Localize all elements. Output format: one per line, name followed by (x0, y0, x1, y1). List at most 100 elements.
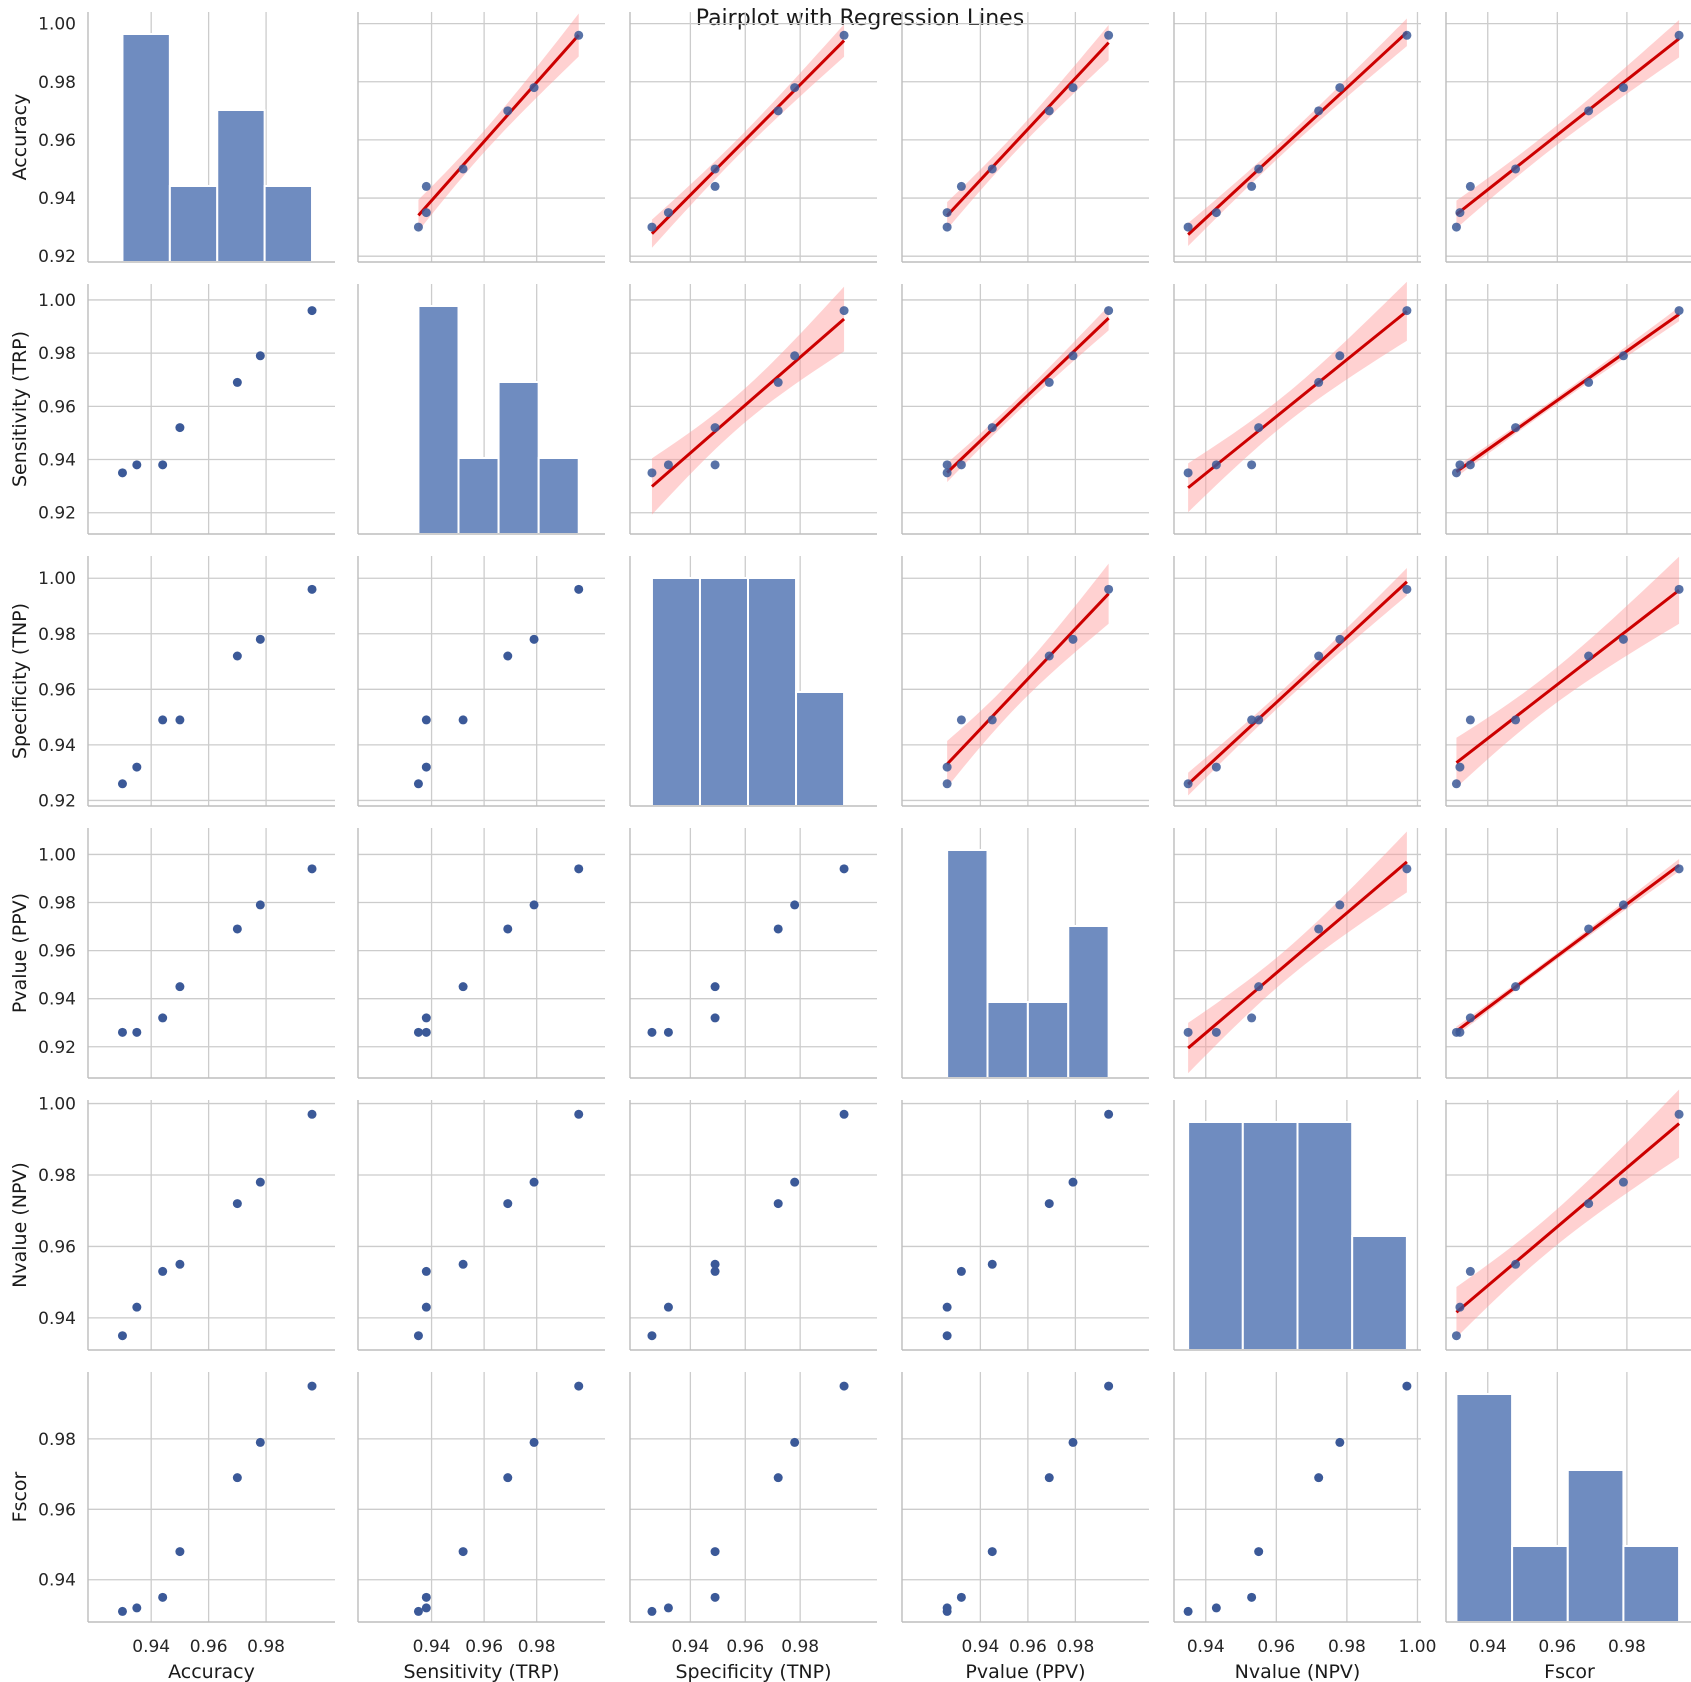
hist-bar-sensitivity-trp-0 (417, 305, 460, 535)
panel-accuracy-vs-sensitivity-trp-point-0 (413, 222, 423, 232)
panel-nvalue-npv-vs-fscor-confidence-band (1456, 1089, 1680, 1338)
x-tick-nvalue-npv-0: 0.94 (1187, 1637, 1225, 1657)
panel-specificity-tnp-vs-accuracy-point-0 (117, 779, 127, 789)
panel-specificity-tnp-vs-pvalue-ppv-point-3 (987, 715, 997, 725)
y-tick-accuracy-0: 0.92 (38, 247, 76, 267)
y-tick-fscor-0: 0.94 (38, 1571, 76, 1591)
panel-nvalue-npv-vs-fscor-regression-line (1455, 1122, 1681, 1314)
hist-bar-accuracy-1 (168, 185, 219, 263)
panel-sensitivity-trp-vs-fscor-point-2 (1465, 460, 1475, 470)
panel-fscor-vs-nvalue-npv-point-0 (1183, 1606, 1193, 1616)
panel-pvalue-ppv-vs-sensitivity-trp-point-2 (421, 1013, 431, 1023)
panel-fscor-vs-specificity-tnp-point-0 (647, 1606, 657, 1616)
panel-nvalue-npv-vs-pvalue-ppv-point-0 (942, 1331, 952, 1341)
panel-specificity-tnp-vs-nvalue-npv-point-5 (1335, 634, 1345, 644)
x-axis-label-fscor: Fscor (1544, 1661, 1595, 1682)
panel-pvalue-ppv-vs-accuracy-point-6 (307, 864, 317, 874)
panel-sensitivity-trp-vs-fscor-regression-line (1455, 313, 1680, 473)
panel-pvalue-ppv-vs-specificity-tnp-point-2 (710, 1013, 720, 1023)
panel-accuracy-vs-fscor-point-1 (1455, 208, 1465, 218)
panel-nvalue-npv-vs-fscor-point-6 (1674, 1109, 1684, 1119)
panel-sensitivity-trp-vs-accuracy-point-0 (117, 468, 127, 478)
panel-accuracy-vs-pvalue-ppv-point-0 (942, 222, 952, 232)
panel-sensitivity-trp-vs-fscor-point-1 (1455, 460, 1465, 470)
panel-sensitivity-trp-vs-pvalue-ppv-point-4 (1044, 377, 1054, 387)
panel-pvalue-ppv-vs-nvalue-npv-point-6 (1402, 864, 1412, 874)
x-axis-label-specificity-tnp: Specificity (TNP) (675, 1661, 831, 1682)
hist-bar-pvalue-ppv-2 (1026, 1001, 1070, 1079)
y-tick-accuracy-3: 0.98 (38, 73, 76, 93)
hist-bar-pvalue-ppv-0 (946, 849, 989, 1079)
panel-fscor-vs-pvalue-ppv-point-6 (1104, 1381, 1114, 1391)
panel-fscor-vs-nvalue-npv-point-1 (1211, 1603, 1221, 1613)
panel-specificity-tnp-vs-nvalue-npv-point-3 (1254, 715, 1264, 725)
panel-sensitivity-trp-vs-specificity-tnp-point-1 (663, 460, 673, 470)
x-tick-accuracy-0: 0.94 (132, 1637, 170, 1657)
panel-pvalue-ppv-vs-fscor-point-5 (1618, 900, 1628, 910)
panel-nvalue-npv-vs-accuracy-point-1 (132, 1302, 142, 1312)
panel-sensitivity-trp-vs-accuracy-point-4 (232, 377, 242, 387)
panel-fscor-vs-pvalue-ppv-point-5 (1068, 1437, 1078, 1447)
panel-specificity-tnp-vs-fscor-point-5 (1618, 634, 1628, 644)
panel-nvalue-npv-vs-specificity-tnp-point-0 (647, 1331, 657, 1341)
panel-pvalue-ppv-vs-nvalue-npv-point-0 (1183, 1027, 1193, 1037)
panel-specificity-tnp-vs-fscor-point-2 (1465, 715, 1475, 725)
panel-nvalue-npv-vs-specificity-tnp-point-5 (790, 1177, 800, 1187)
panel-accuracy-vs-specificity-tnp-point-4 (773, 106, 783, 116)
panel-fscor-vs-sensitivity-trp-point-5 (529, 1437, 539, 1447)
hist-bar-sensitivity-trp-3 (537, 457, 580, 535)
panel-specificity-tnp-vs-sensitivity-trp-point-1 (421, 762, 431, 772)
panel-fscor-vs-sensitivity-trp-point-3 (458, 1547, 468, 1557)
panel-fscor-vs-sensitivity-trp-point-2 (421, 1592, 431, 1602)
y-tick-sensitivity-trp-1: 0.94 (38, 451, 76, 471)
panel-sensitivity-trp-vs-pvalue-ppv-point-6 (1104, 306, 1114, 316)
panel-sensitivity-trp-vs-fscor-point-4 (1584, 377, 1594, 387)
hist-bar-fscor-2 (1566, 1469, 1625, 1623)
hist-bar-accuracy-0 (121, 33, 171, 263)
panel-accuracy-vs-specificity-tnp-point-3 (710, 164, 720, 174)
panel-sensitivity-trp-vs-specificity-tnp-point-3 (710, 423, 720, 433)
panel-pvalue-ppv-vs-specificity-tnp-point-6 (839, 864, 849, 874)
panel-sensitivity-trp-vs-specificity-tnp-confidence-band (651, 286, 845, 515)
panel-sensitivity-trp-vs-pvalue-ppv-regression-line (946, 317, 1110, 474)
panel-nvalue-npv-vs-accuracy-point-5 (255, 1177, 265, 1187)
panel-sensitivity-trp-vs-fscor-point-5 (1618, 351, 1628, 361)
y-tick-pvalue-ppv-3: 0.98 (38, 894, 76, 914)
panel-specificity-tnp-vs-sensitivity-trp-point-5 (529, 634, 539, 644)
panel-pvalue-ppv-vs-fscor-point-1 (1455, 1027, 1465, 1037)
panel-accuracy-vs-pvalue-ppv-point-6 (1104, 30, 1114, 40)
x-tick-pvalue-ppv-0: 0.94 (961, 1637, 999, 1657)
y-tick-nvalue-npv-1: 0.96 (38, 1237, 76, 1257)
x-axis-label-sensitivity-trp: Sensitivity (TRP) (403, 1661, 559, 1682)
panel-accuracy-vs-pvalue-ppv-point-2 (956, 181, 966, 191)
x-tick-accuracy-2: 0.98 (247, 1637, 285, 1657)
panel-accuracy-vs-pvalue-ppv-point-4 (1044, 106, 1054, 116)
y-tick-pvalue-ppv-4: 1.00 (38, 845, 76, 865)
x-tick-nvalue-npv-3: 1.00 (1399, 1637, 1437, 1657)
panel-fscor-vs-nvalue-npv-point-2 (1247, 1592, 1257, 1602)
x-tick-pvalue-ppv-2: 0.98 (1056, 1637, 1094, 1657)
panel-sensitivity-trp-vs-nvalue-npv-point-2 (1247, 460, 1257, 470)
panel-nvalue-npv-vs-sensitivity-trp-point-3 (458, 1259, 468, 1269)
panel-nvalue-npv-vs-fscor-point-0 (1451, 1331, 1461, 1341)
panel-nvalue-npv-vs-pvalue-ppv-point-5 (1068, 1177, 1078, 1187)
panel-sensitivity-trp-vs-nvalue-npv-point-4 (1314, 377, 1324, 387)
panel-sensitivity-trp-vs-nvalue-npv-regression-line (1187, 310, 1408, 489)
x-tick-accuracy-1: 0.96 (190, 1637, 228, 1657)
panel-fscor-vs-accuracy-point-6 (307, 1381, 317, 1391)
panel-nvalue-npv-vs-specificity-tnp-point-6 (839, 1109, 849, 1119)
panel-pvalue-ppv-vs-specificity-tnp-point-1 (663, 1027, 673, 1037)
panel-sensitivity-trp-vs-pvalue-ppv-point-2 (956, 460, 966, 470)
panel-pvalue-ppv-vs-nvalue-npv-point-2 (1247, 1013, 1257, 1023)
panel-accuracy-vs-fscor-point-3 (1511, 164, 1521, 174)
panel-nvalue-npv-vs-fscor-point-4 (1584, 1199, 1594, 1209)
hist-bar-nvalue-npv-3 (1351, 1235, 1408, 1351)
panel-nvalue-npv-vs-fscor-point-5 (1618, 1177, 1628, 1187)
panel-fscor-vs-specificity-tnp-point-5 (790, 1437, 800, 1447)
y-tick-pvalue-ppv-1: 0.94 (38, 990, 76, 1010)
panel-specificity-tnp-vs-nvalue-npv-point-2 (1247, 715, 1257, 725)
panel-fscor-vs-accuracy-point-4 (232, 1473, 242, 1483)
panel-accuracy-vs-sensitivity-trp-point-4 (503, 106, 513, 116)
panel-fscor-vs-accuracy-point-3 (175, 1547, 185, 1557)
panel-specificity-tnp-vs-sensitivity-trp-point-2 (421, 715, 431, 725)
